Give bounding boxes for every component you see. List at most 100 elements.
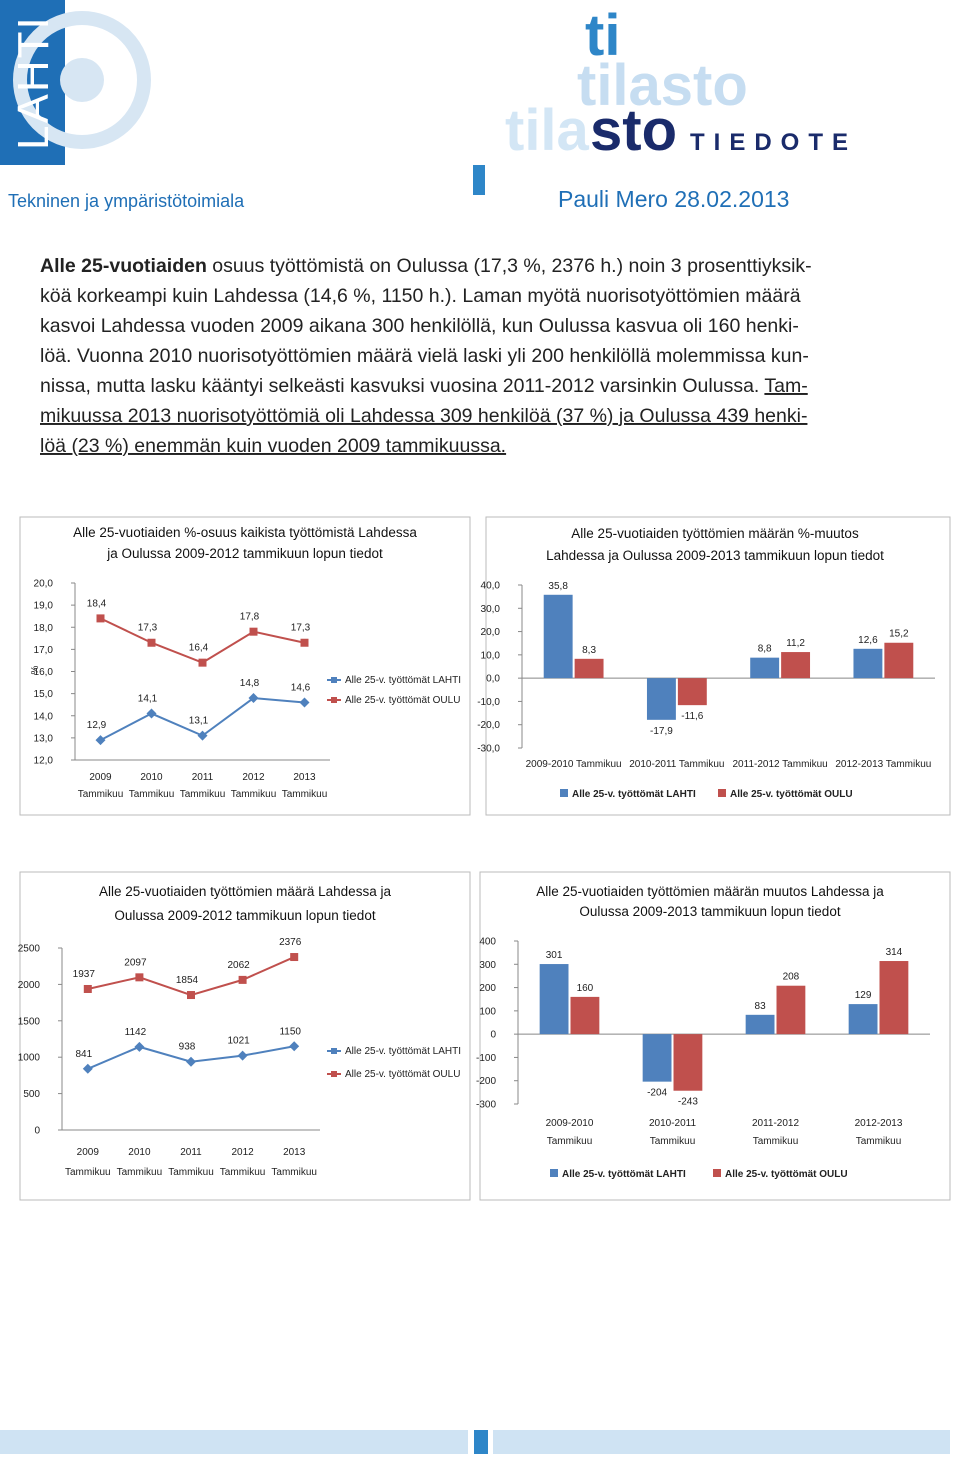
brand-word: sto <box>590 98 677 163</box>
logo-hub <box>60 58 104 102</box>
point-marker <box>238 975 247 984</box>
x-tick-label-line: 2010-2011 <box>649 1118 697 1129</box>
chart-title: Alle 25-vuotiaiden työttömien määrän %-m… <box>571 526 859 541</box>
y-tick-label: 20,0 <box>34 579 54 590</box>
legend-label: Alle 25-v. työttömät OULU <box>725 1169 848 1180</box>
bar <box>879 961 909 1035</box>
y-tick-label: -10,0 <box>477 697 500 708</box>
x-tick-label-line: 2012 <box>242 772 265 783</box>
point-marker <box>135 973 144 982</box>
legend-marker <box>331 1071 337 1077</box>
x-tick-label-line: Tammikuu <box>180 789 226 800</box>
y-tick-label: 10,0 <box>481 650 501 661</box>
body-segment: köä korkeampi kuin Lahdessa (14,6 %, 115… <box>40 285 801 307</box>
x-tick-label-line: Tammikuu <box>117 1167 163 1178</box>
chart-frame <box>19 871 471 1201</box>
data-label: -243 <box>678 1097 698 1108</box>
data-label: 2097 <box>124 957 147 968</box>
brand-word: tila <box>505 98 590 163</box>
x-tick-label: 2010-2011 Tammikuu <box>649 1118 697 1147</box>
point-marker <box>237 1050 248 1061</box>
x-tick-label: 2013 Tammikuu <box>282 772 328 800</box>
y-tick-label: 14,0 <box>34 711 54 722</box>
data-label: 8,3 <box>582 645 596 656</box>
brand-word: ti <box>585 3 620 68</box>
bar <box>642 1034 672 1082</box>
chart-frame <box>19 516 471 816</box>
legend-label: Alle 25-v. työttömät OULU <box>345 695 460 706</box>
bar <box>574 658 604 679</box>
legend-label: Alle 25-v. työttömät LAHTI <box>562 1169 686 1180</box>
x-tick-label-line: Tammikuu <box>547 1136 593 1147</box>
x-tick-label-line: Tammikuu <box>129 789 175 800</box>
point-marker <box>96 614 105 623</box>
x-tick-label: 2011-2012 Tammikuu <box>752 1118 800 1147</box>
point-marker <box>300 638 309 647</box>
legend-swatch <box>560 789 568 797</box>
point-marker <box>146 708 157 719</box>
data-label: 1937 <box>73 969 96 980</box>
chart-title: Alle 25-vuotiaiden työttömien määrän muu… <box>536 884 884 899</box>
footer-bar <box>493 1430 950 1454</box>
author-date: Pauli Mero 28.02.2013 <box>558 186 789 212</box>
data-label: 841 <box>75 1049 92 1060</box>
y-tick-label: 30,0 <box>481 604 501 615</box>
legend-label: Alle 25-v. työttömät LAHTI <box>345 675 461 686</box>
chart-title: Alle 25-vuotiaiden %-osuus kaikista työt… <box>73 525 417 540</box>
x-tick-label: 2009-2010 Tammikuu <box>526 759 622 770</box>
point-marker <box>299 697 310 708</box>
x-tick-label: 2012 Tammikuu <box>231 772 277 800</box>
bar <box>677 678 707 706</box>
bar <box>543 594 573 679</box>
body-segment: kasvoi Lahdessa vuoden 2009 aikana 300 h… <box>40 315 799 337</box>
chart-title: Lahdessa ja Oulussa 2009-2013 tammikuun … <box>546 548 884 563</box>
body-line: mikuussa 2013 nuorisotyöttömiä oli Lahde… <box>40 405 807 427</box>
legend-label: Alle 25-v. työttömät OULU <box>345 1069 460 1080</box>
x-tick-label-line: 2011 <box>180 1147 202 1158</box>
data-label: 129 <box>855 990 872 1001</box>
chart-title: Alle 25-vuotiaiden työttömien määrä Lahd… <box>99 884 391 899</box>
x-tick-label-line: Tammikuu <box>78 789 124 800</box>
bar <box>745 1014 775 1035</box>
data-label: 11,2 <box>786 638 805 649</box>
x-tick-label: 2012 Tammikuu <box>220 1147 266 1178</box>
data-label: 1854 <box>176 975 199 986</box>
y-tick-label: 40,0 <box>481 581 501 592</box>
data-label: 12,6 <box>858 635 878 646</box>
x-tick-label-line: 2013 <box>293 772 316 783</box>
data-label: 17,3 <box>291 623 311 634</box>
y-tick-label: 17,0 <box>34 645 54 656</box>
point-marker <box>147 638 156 647</box>
brand-product: TIEDOTE <box>690 129 857 156</box>
point-marker <box>249 627 258 636</box>
chart-title: ja Oulussa 2009-2012 tammikuun lopun tie… <box>106 546 383 561</box>
data-label: 301 <box>546 950 563 961</box>
y-tick-label: 18,0 <box>34 623 54 634</box>
x-tick-label: 2010 Tammikuu <box>129 772 175 800</box>
point-marker <box>198 658 207 667</box>
y-tick-label: 2500 <box>18 944 41 955</box>
body-line: kasvoi Lahdessa vuoden 2009 aikana 300 h… <box>40 315 799 337</box>
x-tick-label-line: 2011-2012 <box>752 1118 800 1129</box>
point-marker <box>83 984 92 993</box>
data-label: 83 <box>755 1001 767 1012</box>
legend-marker <box>331 677 337 683</box>
x-tick-label: 2011 Tammikuu <box>180 772 226 800</box>
x-tick-label-line: 2009 <box>77 1147 100 1158</box>
data-label: 14,6 <box>291 682 311 693</box>
x-tick-label-line: 2012-2013 <box>855 1118 903 1129</box>
data-label: 13,1 <box>189 716 209 727</box>
y-tick-label: 16,0 <box>34 667 54 678</box>
x-tick-label: 2011-2012 Tammikuu <box>733 759 828 770</box>
bar <box>884 642 914 679</box>
y-tick-label: 20,0 <box>481 627 501 638</box>
x-tick-label-line: 2009-2010 Tammikuu <box>526 759 622 770</box>
legend-swatch <box>713 1169 721 1177</box>
y-tick-label: -100 <box>476 1053 496 1064</box>
y-tick-label: 200 <box>479 983 496 994</box>
bar <box>848 1004 878 1035</box>
y-tick-label: 12,0 <box>34 756 54 767</box>
header-tab <box>473 165 485 195</box>
data-label: 17,8 <box>240 612 260 623</box>
